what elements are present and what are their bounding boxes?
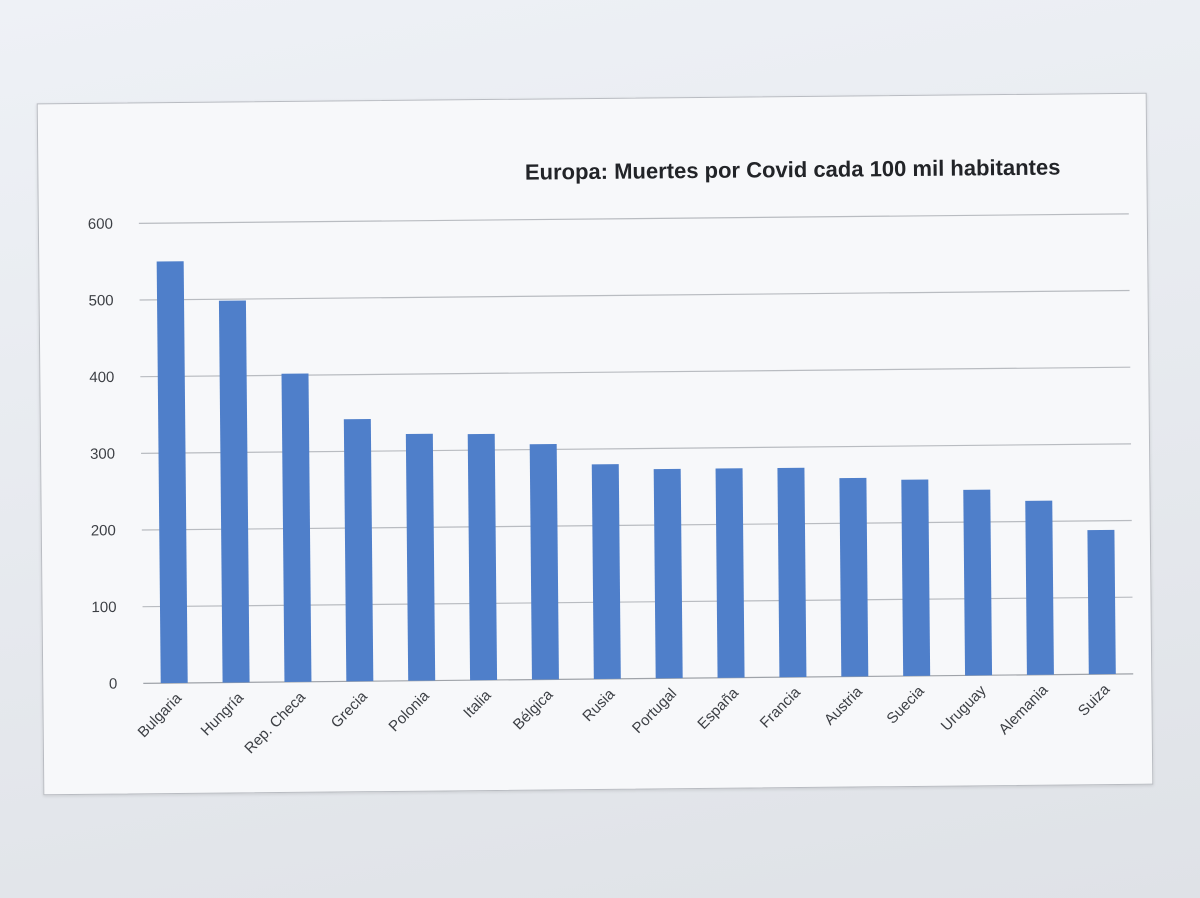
- y-axis-ticks: 0 100 200 300 400 500 600: [88, 216, 118, 693]
- bar-4: [405, 433, 436, 681]
- bar-2: [281, 373, 312, 682]
- y-tick-label: 100: [91, 599, 116, 616]
- x-category-label: Suiza: [1075, 680, 1114, 719]
- y-tick-label: 500: [88, 292, 113, 309]
- bar-6: [529, 444, 559, 680]
- x-category-label: Bélgica: [510, 686, 557, 733]
- x-category-label: Polonia: [386, 687, 434, 735]
- gridline: [139, 289, 1130, 301]
- bar-8: [653, 468, 683, 679]
- bar-5: [467, 433, 498, 681]
- bar-0: [156, 261, 188, 684]
- bar-3: [343, 418, 374, 682]
- x-category-label: Francia: [757, 683, 805, 731]
- gridline: [138, 213, 1129, 224]
- y-tick-label: 300: [90, 446, 115, 463]
- x-category-label: Hungría: [198, 689, 248, 739]
- x-category-label: Grecia: [328, 688, 372, 732]
- x-category-label: Rusia: [579, 685, 618, 725]
- y-tick-label: 600: [88, 216, 113, 233]
- bar-chart: Europa: Muertes por Covid cada 100 mil h…: [88, 155, 1134, 757]
- x-category-label: Uruguay: [938, 682, 990, 735]
- bar-14: [1025, 500, 1054, 675]
- bar-9: [715, 468, 745, 678]
- bars: [156, 261, 1116, 684]
- chart-sheet: Europa: Muertes por Covid cada 100 mil h…: [36, 92, 1154, 796]
- y-tick-label: 200: [91, 522, 116, 539]
- y-tick-label: 400: [89, 369, 114, 386]
- bar-10: [777, 467, 807, 678]
- x-category-label: Italia: [460, 686, 495, 721]
- x-category-label: Portugal: [629, 685, 680, 737]
- x-category-label: Alemania: [995, 681, 1051, 738]
- y-tick-label: 0: [109, 676, 118, 693]
- x-category-label: Rep. Checa: [241, 688, 309, 757]
- x-category-label: Bulgaria: [135, 689, 186, 741]
- chart-title: Europa: Muertes por Covid cada 100 mil h…: [525, 155, 1061, 185]
- x-category-label: Austria: [821, 683, 866, 729]
- bar-13: [963, 489, 993, 676]
- bar-7: [591, 464, 621, 680]
- bar-15: [1087, 529, 1116, 675]
- x-category-label: Suecia: [883, 682, 928, 727]
- bar-1: [218, 300, 250, 683]
- bar-12: [901, 479, 931, 677]
- x-category-label: España: [694, 684, 742, 733]
- bar-11: [839, 477, 869, 677]
